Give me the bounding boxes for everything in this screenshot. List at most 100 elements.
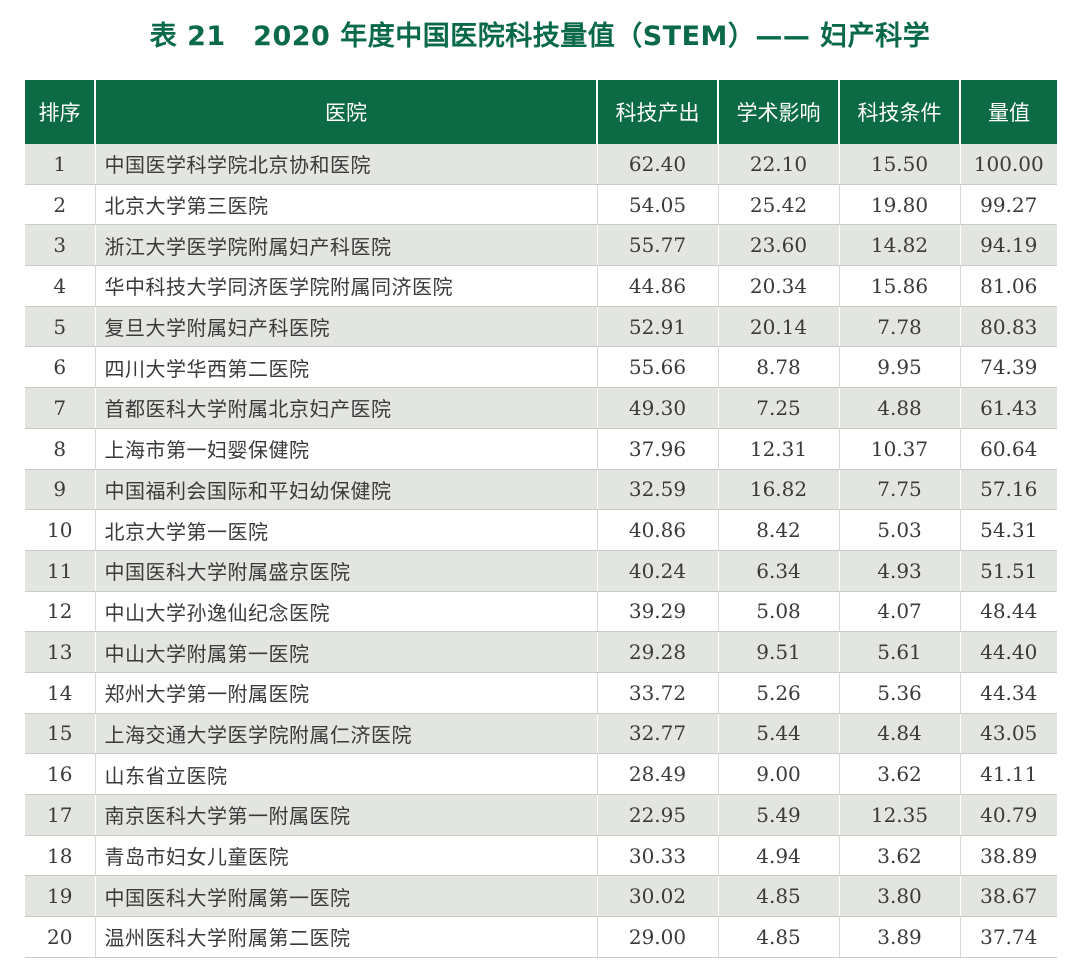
cell-score: 44.40 bbox=[960, 631, 1057, 673]
cell-rank: 6 bbox=[25, 346, 96, 389]
cell-output: 54.05 bbox=[597, 184, 719, 226]
table-header: 排序 医院 科技产出 学术影响 科技条件 量值 bbox=[25, 80, 1057, 144]
cell-conditions: 5.61 bbox=[839, 631, 961, 673]
header-row: 排序 医院 科技产出 学术影响 科技条件 量值 bbox=[25, 80, 1057, 144]
cell-output: 30.02 bbox=[597, 875, 719, 918]
cell-score: 44.34 bbox=[960, 672, 1057, 714]
ranking-table: 排序 医院 科技产出 学术影响 科技条件 量值 1 中国医学科学院北京协和医院 62… bbox=[25, 80, 1057, 958]
header-academic-impact: 学术影响 bbox=[718, 80, 840, 144]
cell-conditions: 3.89 bbox=[839, 916, 961, 958]
cell-hospital: 上海市第一妇婴保健院 bbox=[95, 428, 598, 470]
table-row: 12 中山大学孙逸仙纪念医院 39.29 5.08 4.07 48.44 bbox=[25, 591, 1057, 633]
cell-rank: 10 bbox=[25, 509, 96, 551]
cell-output: 52.91 bbox=[597, 306, 719, 348]
cell-hospital: 中国医科大学附属第一医院 bbox=[95, 875, 598, 918]
cell-score: 38.89 bbox=[960, 835, 1057, 877]
cell-rank: 4 bbox=[25, 265, 96, 307]
cell-conditions: 4.93 bbox=[839, 550, 961, 592]
cell-rank: 11 bbox=[25, 550, 96, 592]
cell-score: 94.19 bbox=[960, 224, 1057, 267]
cell-hospital: 华中科技大学同济医学院附属同济医院 bbox=[95, 265, 598, 307]
cell-academic-impact: 16.82 bbox=[718, 469, 840, 511]
cell-output: 62.40 bbox=[597, 144, 719, 185]
cell-hospital: 温州医科大学附属第二医院 bbox=[95, 916, 598, 958]
cell-hospital: 中山大学附属第一医院 bbox=[95, 631, 598, 673]
cell-hospital: 南京医科大学第一附属医院 bbox=[95, 794, 598, 836]
header-hospital: 医院 bbox=[95, 80, 598, 144]
cell-output: 29.28 bbox=[597, 631, 719, 673]
header-conditions: 科技条件 bbox=[839, 80, 961, 144]
cell-academic-impact: 25.42 bbox=[718, 184, 840, 226]
cell-output: 55.77 bbox=[597, 224, 719, 267]
cell-conditions: 4.07 bbox=[839, 591, 961, 633]
cell-hospital: 中国医学科学院北京协和医院 bbox=[95, 144, 598, 185]
table-row: 19 中国医科大学附属第一医院 30.02 4.85 3.80 38.67 bbox=[25, 875, 1057, 918]
cell-academic-impact: 5.44 bbox=[718, 713, 840, 755]
cell-conditions: 3.62 bbox=[839, 835, 961, 877]
cell-hospital: 中国福利会国际和平妇幼保健院 bbox=[95, 469, 598, 511]
cell-conditions: 5.03 bbox=[839, 509, 961, 551]
cell-academic-impact: 4.85 bbox=[718, 875, 840, 918]
cell-output: 29.00 bbox=[597, 916, 719, 958]
table-title: 表 21 2020 年度中国医院科技量值（STEM）—— 妇产科学 bbox=[149, 21, 931, 52]
table-row: 13 中山大学附属第一医院 29.28 9.51 5.61 44.40 bbox=[25, 631, 1057, 673]
cell-score: 37.74 bbox=[960, 916, 1057, 958]
cell-rank: 5 bbox=[25, 306, 96, 348]
cell-output: 30.33 bbox=[597, 835, 719, 877]
cell-output: 28.49 bbox=[597, 753, 719, 795]
table-row: 8 上海市第一妇婴保健院 37.96 12.31 10.37 60.64 bbox=[25, 428, 1057, 470]
cell-academic-impact: 22.10 bbox=[718, 144, 840, 185]
table-row: 5 复旦大学附属妇产科医院 52.91 20.14 7.78 80.83 bbox=[25, 306, 1057, 348]
cell-score: 81.06 bbox=[960, 265, 1057, 307]
cell-score: 61.43 bbox=[960, 387, 1057, 429]
cell-output: 40.86 bbox=[597, 509, 719, 551]
cell-score: 80.83 bbox=[960, 306, 1057, 348]
cell-rank: 17 bbox=[25, 794, 96, 836]
cell-output: 22.95 bbox=[597, 794, 719, 836]
cell-output: 32.59 bbox=[597, 469, 719, 511]
cell-academic-impact: 4.85 bbox=[718, 916, 840, 958]
cell-output: 49.30 bbox=[597, 387, 719, 429]
table-row: 18 青岛市妇女儿童医院 30.33 4.94 3.62 38.89 bbox=[25, 835, 1057, 877]
cell-conditions: 7.78 bbox=[839, 306, 961, 348]
cell-hospital: 四川大学华西第二医院 bbox=[95, 346, 598, 389]
table-row: 15 上海交通大学医学院附属仁济医院 32.77 5.44 4.84 43.05 bbox=[25, 713, 1057, 755]
table-row: 1 中国医学科学院北京协和医院 62.40 22.10 15.50 100.00 bbox=[25, 144, 1057, 185]
cell-rank: 12 bbox=[25, 591, 96, 633]
cell-hospital: 首都医科大学附属北京妇产医院 bbox=[95, 387, 598, 429]
cell-rank: 20 bbox=[25, 916, 96, 958]
table-row: 14 郑州大学第一附属医院 33.72 5.26 5.36 44.34 bbox=[25, 672, 1057, 714]
cell-conditions: 19.80 bbox=[839, 184, 961, 226]
cell-score: 100.00 bbox=[960, 144, 1057, 185]
header-score: 量值 bbox=[960, 80, 1057, 144]
cell-academic-impact: 8.78 bbox=[718, 346, 840, 389]
cell-conditions: 4.84 bbox=[839, 713, 961, 755]
cell-conditions: 4.88 bbox=[839, 387, 961, 429]
table-row: 6 四川大学华西第二医院 55.66 8.78 9.95 74.39 bbox=[25, 346, 1057, 389]
cell-hospital: 北京大学第一医院 bbox=[95, 509, 598, 551]
cell-rank: 8 bbox=[25, 428, 96, 470]
table-row: 4 华中科技大学同济医学院附属同济医院 44.86 20.34 15.86 81.06 bbox=[25, 265, 1057, 307]
header-output: 科技产出 bbox=[597, 80, 719, 144]
cell-academic-impact: 8.42 bbox=[718, 509, 840, 551]
cell-academic-impact: 9.51 bbox=[718, 631, 840, 673]
cell-score: 41.11 bbox=[960, 753, 1057, 795]
cell-score: 48.44 bbox=[960, 591, 1057, 633]
cell-rank: 13 bbox=[25, 631, 96, 673]
cell-academic-impact: 12.31 bbox=[718, 428, 840, 470]
cell-rank: 15 bbox=[25, 713, 96, 755]
cell-output: 39.29 bbox=[597, 591, 719, 633]
cell-hospital: 青岛市妇女儿童医院 bbox=[95, 835, 598, 877]
table-row: 20 温州医科大学附属第二医院 29.00 4.85 3.89 37.74 bbox=[25, 916, 1057, 958]
cell-conditions: 15.86 bbox=[839, 265, 961, 307]
cell-rank: 7 bbox=[25, 387, 96, 429]
cell-score: 43.05 bbox=[960, 713, 1057, 755]
cell-output: 44.86 bbox=[597, 265, 719, 307]
cell-rank: 19 bbox=[25, 875, 96, 918]
cell-rank: 14 bbox=[25, 672, 96, 714]
cell-hospital: 山东省立医院 bbox=[95, 753, 598, 795]
cell-academic-impact: 5.08 bbox=[718, 591, 840, 633]
cell-score: 51.51 bbox=[960, 550, 1057, 592]
cell-hospital: 中国医科大学附属盛京医院 bbox=[95, 550, 598, 592]
cell-output: 40.24 bbox=[597, 550, 719, 592]
